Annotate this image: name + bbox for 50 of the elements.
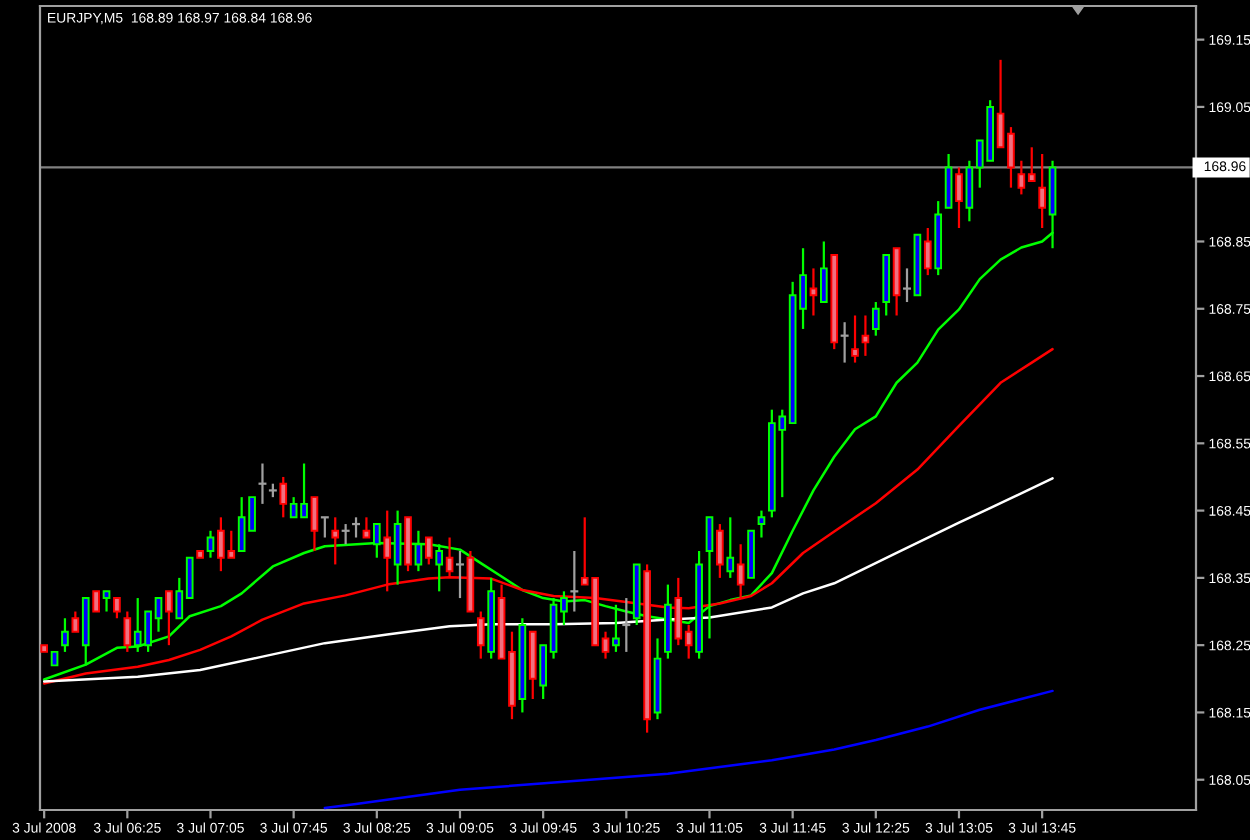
candlestick <box>320 516 329 539</box>
candlestick <box>622 596 631 653</box>
candlestick <box>1038 152 1046 230</box>
candlestick <box>352 516 360 539</box>
candlestick <box>820 240 828 304</box>
candlestick <box>747 529 755 579</box>
candlestick <box>258 462 267 505</box>
candlestick <box>528 630 537 701</box>
candlestick <box>92 590 100 613</box>
candlestick <box>372 522 381 559</box>
candlestick <box>476 610 485 660</box>
candlestick <box>871 300 880 337</box>
candlestick <box>456 549 464 600</box>
candlestick <box>944 152 953 209</box>
candlestick <box>404 516 412 573</box>
candlestick <box>71 610 80 633</box>
candlestick <box>123 610 132 653</box>
candlestick <box>424 536 433 566</box>
candlestick <box>414 529 423 573</box>
candlestick <box>81 596 90 667</box>
candlestick <box>341 522 350 546</box>
line-series <box>42 477 1054 683</box>
candlestick <box>892 247 901 317</box>
candlestick <box>102 590 111 613</box>
candlestick <box>903 267 911 304</box>
candlestick <box>736 543 745 600</box>
candlestick <box>612 603 620 653</box>
candlestick <box>716 522 724 579</box>
candlestick <box>165 590 173 647</box>
candlestick <box>206 529 215 559</box>
candlestick <box>113 596 121 620</box>
candlestick <box>923 226 932 277</box>
candlestick <box>435 543 444 593</box>
candlestick <box>570 549 579 613</box>
candlestick <box>61 617 69 653</box>
candlestick <box>445 536 454 579</box>
candlestick <box>331 516 340 566</box>
candlestick <box>840 321 849 364</box>
candlestick <box>955 166 963 230</box>
candlestick <box>705 516 714 640</box>
candlestick <box>664 583 672 660</box>
line-series <box>323 689 1054 810</box>
candlestick <box>279 475 288 519</box>
candlestick <box>726 516 735 579</box>
candlestick <box>310 496 319 553</box>
candlestick <box>393 509 402 586</box>
candlestick <box>383 509 392 593</box>
candlestick <box>851 314 859 364</box>
candlestick <box>882 253 891 317</box>
candlestick <box>757 509 766 539</box>
